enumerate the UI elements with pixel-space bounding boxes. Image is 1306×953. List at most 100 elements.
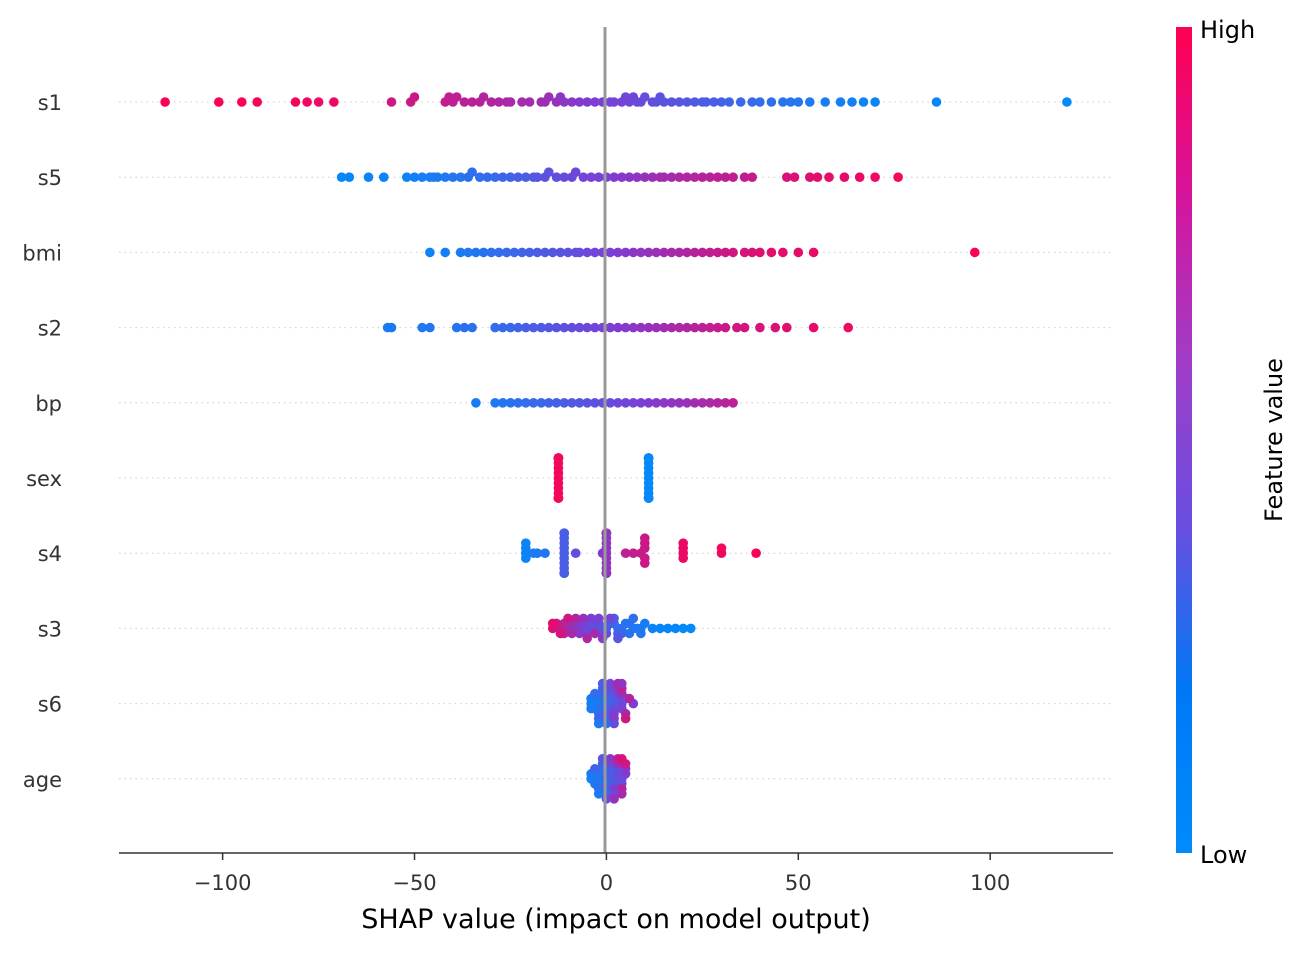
- point-bmi: [689, 247, 700, 258]
- point-s2: [551, 322, 562, 333]
- point-s1: [666, 97, 677, 107]
- point-bmi: [720, 247, 731, 258]
- y-label-s1: s1: [38, 91, 62, 115]
- point-s6: [617, 678, 627, 689]
- point-s2: [459, 322, 470, 333]
- point-s3: [582, 633, 592, 644]
- point-s1: [451, 92, 462, 102]
- point-bmi: [747, 247, 757, 258]
- point-s3: [613, 633, 623, 644]
- point-bmi: [547, 247, 558, 258]
- y-axis-labels: s1 s5 bmi s2 bp sex s4 s3 s6 age: [22, 91, 62, 792]
- point-s3: [647, 623, 658, 634]
- point-bmi: [605, 247, 615, 258]
- point-s1: [785, 97, 796, 107]
- y-label-sex: sex: [26, 467, 62, 491]
- point-bp: [567, 398, 577, 408]
- point-s5: [432, 172, 443, 182]
- point-s1: [755, 97, 765, 107]
- point-s1: [724, 97, 734, 107]
- point-s6: [605, 678, 615, 689]
- point-s1: [313, 97, 324, 107]
- point-s2: [720, 322, 731, 333]
- point-bmi: [590, 247, 600, 258]
- point-s2: [574, 322, 585, 333]
- point-s1: [590, 97, 600, 107]
- point-s2: [467, 322, 477, 333]
- point-s5: [812, 172, 823, 182]
- point-s1: [609, 97, 619, 107]
- point-s5: [593, 172, 604, 182]
- point-s6: [624, 693, 635, 704]
- point-s2: [808, 322, 819, 333]
- point-s1: [409, 92, 420, 102]
- point-s3: [636, 628, 646, 639]
- point-s3: [567, 628, 577, 639]
- point-s1: [582, 97, 592, 107]
- point-s2: [590, 322, 600, 333]
- point-s5: [712, 172, 723, 182]
- point-s2: [651, 322, 662, 333]
- point-s5: [682, 172, 692, 182]
- point-s5: [513, 172, 523, 182]
- point-bmi: [808, 247, 819, 258]
- point-s1: [870, 97, 880, 107]
- point-bp: [651, 398, 662, 408]
- point-s5: [559, 172, 569, 182]
- point-bmi: [712, 247, 723, 258]
- point-s3: [555, 628, 566, 639]
- point-s2: [682, 322, 692, 333]
- point-bp: [674, 398, 685, 408]
- colorbar-title: Feature value: [1260, 358, 1288, 522]
- point-s1: [847, 97, 857, 107]
- point-s5: [747, 172, 757, 182]
- point-s2: [544, 322, 554, 333]
- point-s4: [751, 548, 761, 558]
- point-s3: [605, 613, 615, 624]
- point-s5: [839, 172, 850, 182]
- point-s5: [379, 172, 389, 182]
- point-s4: [540, 548, 550, 558]
- point-s5: [659, 172, 669, 182]
- point-s4: [678, 553, 688, 563]
- point-bmi: [455, 247, 466, 258]
- point-s3: [624, 628, 635, 639]
- x-tick-label: 100: [970, 871, 1010, 895]
- point-s5: [617, 172, 627, 182]
- point-s5: [705, 172, 715, 182]
- point-bmi: [509, 247, 520, 258]
- point-s1: [478, 92, 489, 102]
- point-s1: [640, 92, 650, 102]
- point-bmi: [582, 247, 592, 258]
- point-s3: [686, 623, 696, 634]
- point-s5: [578, 172, 589, 182]
- point-s6: [620, 713, 631, 724]
- point-s2: [666, 322, 677, 333]
- point-s5: [475, 172, 485, 182]
- point-s4: [532, 548, 543, 558]
- point-s3: [590, 628, 600, 639]
- point-bp: [551, 398, 562, 408]
- point-bmi: [540, 247, 550, 258]
- point-s2: [674, 322, 685, 333]
- point-s2: [643, 322, 654, 333]
- point-bp: [559, 398, 569, 408]
- point-s1: [302, 97, 312, 107]
- point-bp: [720, 398, 731, 408]
- point-bp: [666, 398, 677, 408]
- y-label-bp: bp: [35, 392, 62, 416]
- point-s5: [632, 172, 642, 182]
- point-s5: [336, 172, 347, 182]
- point-bmi: [486, 247, 497, 258]
- point-bmi: [501, 247, 512, 258]
- point-s5: [448, 172, 458, 182]
- point-s3: [628, 613, 639, 624]
- point-s5: [739, 172, 750, 182]
- point-s1: [682, 97, 692, 107]
- point-s4: [521, 553, 531, 563]
- point-bmi: [970, 247, 980, 258]
- point-s5: [624, 172, 635, 182]
- point-s1: [459, 97, 470, 107]
- point-s2: [386, 322, 397, 333]
